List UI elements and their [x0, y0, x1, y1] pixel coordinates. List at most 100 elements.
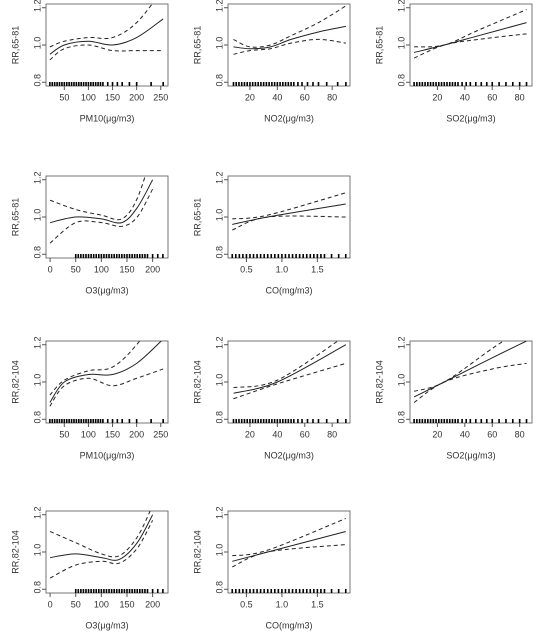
x-tick-label: 150: [119, 264, 134, 274]
curve: [413, 341, 527, 398]
x-tick-label: 40: [460, 92, 470, 102]
y-tick-label: 1.0: [32, 374, 42, 387]
curve: [233, 341, 339, 389]
x-tick-label: 80: [327, 92, 337, 102]
y-tick-label: 1.2: [32, 0, 42, 12]
x-axis-label: CO(mg/m3): [266, 620, 313, 630]
x-tick-label: 0: [48, 264, 53, 274]
plot-frame: [45, 510, 169, 594]
x-tick-label: 250: [153, 429, 168, 439]
x-tick-label: 60: [300, 92, 310, 102]
x-tick-label: 200: [129, 429, 144, 439]
curve: [232, 192, 346, 220]
x-tick-label: 200: [129, 92, 144, 102]
curve: [413, 362, 527, 403]
panel: 0.8 1.0 1.2 0.5 1.0 1.5 CO(mg/m3) RR,82-104: [192, 506, 351, 630]
x-axis-label: O3(μg/m3): [85, 285, 128, 295]
y-axis-label: RR,82-104: [192, 360, 202, 404]
x-tick-label: 50: [59, 429, 69, 439]
y-tick-label: 0.8: [32, 581, 42, 594]
x-axis-label: NO2(μg/m3): [264, 450, 314, 460]
y-axis-label: RR,65-81: [192, 26, 202, 65]
panel: 0.8 1.0 1.2 50 100 150 200 250 PM10(μg/m3) RR,65-…: [10, 0, 169, 123]
y-tick-label: 0.8: [214, 74, 224, 87]
curve: [413, 22, 527, 53]
y-tick-label: 1.2: [32, 506, 42, 519]
panel: 0.8 1.0 1.2 0 50 100 150 200 O3(μg/m3) RR,65-81: [10, 171, 169, 295]
y-axis-label: RR,82-104: [10, 530, 20, 574]
y-tick-label: 0.8: [214, 246, 224, 259]
y-tick-label: 0.8: [396, 74, 406, 87]
x-tick-label: 1.0: [276, 599, 289, 609]
x-tick-label: 50: [71, 599, 81, 609]
x-tick-label: 60: [300, 429, 310, 439]
curve: [233, 5, 347, 48]
x-tick-label: 60: [487, 429, 497, 439]
x-tick-label: 80: [327, 429, 337, 439]
curve: [232, 544, 346, 568]
x-tick-label: 40: [272, 92, 282, 102]
y-tick-label: 1.0: [214, 37, 224, 50]
y-axis-label: RR,82-104: [192, 530, 202, 574]
y-tick-label: 1.0: [32, 544, 42, 557]
curve: [233, 25, 346, 50]
y-tick-label: 1.2: [32, 336, 42, 349]
curve: [49, 520, 154, 579]
panel: 0.8 1.0 1.2 0 50 100 150 200 O3(μg/m3) RR,82-104: [10, 506, 169, 630]
x-axis-label: O3(μg/m3): [85, 620, 128, 630]
y-tick-label: 1.2: [396, 336, 406, 349]
x-tick-label: 100: [94, 599, 109, 609]
y-tick-label: 1.0: [32, 209, 42, 222]
y-tick-label: 1.2: [214, 506, 224, 519]
x-tick-label: 80: [515, 429, 525, 439]
x-tick-label: 100: [81, 429, 96, 439]
curve: [49, 341, 162, 403]
curve: [49, 176, 146, 221]
panel: 0.8 1.0 1.2 20 40 60 80 SO2(μg/m3) RR,65-81: [374, 0, 533, 123]
x-tick-label: 200: [145, 264, 160, 274]
curve: [49, 188, 154, 244]
x-axis-label: SO2(μg/m3): [446, 450, 495, 460]
curve: [232, 215, 346, 231]
panel: 0.8 1.0 1.2 20 40 60 80 NO2(μg/m3) RR,82-104: [192, 336, 351, 460]
x-tick-label: 0.5: [240, 264, 253, 274]
panel: 0.8 1.0 1.2 20 40 60 80 SO2(μg/m3) RR,82-104: [374, 336, 533, 460]
x-tick-label: 20: [432, 92, 442, 102]
curve: [49, 511, 151, 558]
x-tick-label: 40: [460, 429, 470, 439]
x-tick-label: 100: [81, 92, 96, 102]
y-tick-label: 0.8: [214, 581, 224, 594]
y-tick-label: 1.2: [32, 171, 42, 184]
y-tick-label: 1.0: [396, 37, 406, 50]
curve: [414, 9, 527, 48]
y-axis-label: RR,82-104: [10, 360, 20, 404]
x-axis-label: NO2(μg/m3): [264, 113, 314, 123]
x-tick-label: 200: [145, 599, 160, 609]
curve: [232, 531, 346, 562]
y-tick-label: 1.2: [214, 0, 224, 12]
panel: 0.8 1.0 1.2 50 100 150 200 250 PM10(μg/m3) RR,82-…: [10, 336, 169, 460]
y-tick-label: 1.0: [396, 374, 406, 387]
x-tick-label: 50: [59, 92, 69, 102]
x-tick-label: 0.5: [240, 599, 253, 609]
x-tick-label: 20: [245, 92, 255, 102]
plot-frame: [409, 3, 533, 87]
x-axis-label: CO(mg/m3): [266, 285, 313, 295]
x-tick-label: 50: [71, 264, 81, 274]
plot-frame: [227, 510, 351, 594]
x-tick-label: 1.5: [311, 264, 324, 274]
x-axis-label: PM10(μg/m3): [80, 450, 135, 460]
curve: [233, 362, 347, 400]
x-tick-label: 150: [119, 599, 134, 609]
y-tick-label: 1.2: [214, 171, 224, 184]
y-tick-label: 0.8: [214, 411, 224, 424]
x-tick-label: 250: [153, 92, 168, 102]
y-tick-label: 1.0: [214, 374, 224, 387]
y-tick-label: 1.2: [214, 336, 224, 349]
x-axis-label: SO2(μg/m3): [446, 113, 495, 123]
curve: [50, 514, 154, 561]
x-tick-label: 150: [105, 429, 120, 439]
curve: [233, 344, 347, 394]
y-axis-label: RR,65-81: [10, 198, 20, 237]
y-tick-label: 0.8: [32, 246, 42, 259]
